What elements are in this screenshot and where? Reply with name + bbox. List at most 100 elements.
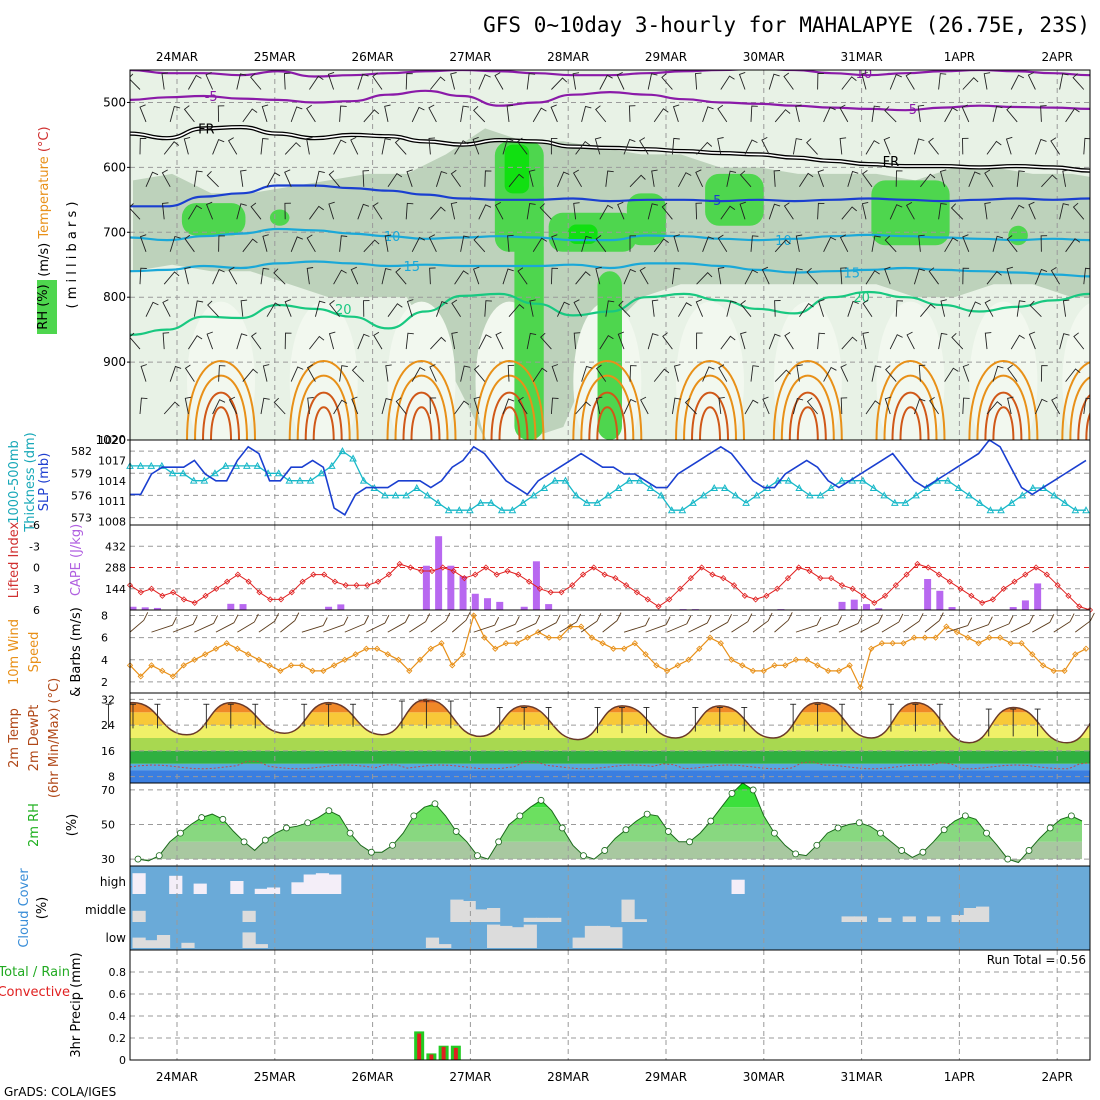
rh-point [728, 789, 736, 797]
wind-barb-flag [918, 613, 924, 622]
li-point [310, 571, 317, 578]
thickness-point [402, 491, 411, 499]
wind-barb [428, 137, 436, 155]
wind-barb-flag [1008, 615, 1014, 625]
rh-point [1025, 847, 1033, 854]
precip-legend-convective: Convective [0, 985, 70, 1000]
rh-point [452, 828, 460, 835]
rh-point [325, 807, 333, 815]
cloud-bar [132, 873, 146, 894]
cape-bar [435, 536, 443, 610]
wind-barb-10m [731, 621, 749, 633]
cloud-bar [169, 875, 183, 894]
thickness-point [1071, 506, 1080, 514]
wind-barb [139, 137, 147, 155]
rh-dry-core [876, 301, 945, 440]
wind-barb [651, 169, 658, 187]
wind-barb-flag [535, 615, 541, 624]
wind-barb [784, 332, 794, 350]
bottom-date-label: 26MAR [352, 1070, 394, 1084]
thickness-point [1018, 491, 1027, 499]
wind-barb [454, 400, 470, 415]
cape-bar [471, 593, 479, 610]
rh-legend-label: RH (%) [36, 284, 51, 329]
wind-speed-point [234, 645, 241, 652]
wind-barb [350, 266, 359, 285]
wind-barb [889, 204, 903, 220]
rh-point [855, 819, 863, 827]
wind-barb [314, 170, 325, 187]
wind-barb [411, 106, 425, 123]
rh-point [961, 812, 969, 820]
wind-barb [817, 73, 824, 90]
wind-barb-10m [1010, 622, 1030, 633]
wind-barb [817, 332, 826, 350]
li-point [601, 571, 608, 578]
li-point [428, 567, 436, 575]
cloud-bar [315, 873, 330, 894]
wind-barb-10m [645, 624, 667, 633]
thickness-point [890, 498, 899, 506]
isotherm-minus5 [130, 89, 1090, 112]
wind-barb [529, 299, 536, 317]
li-point [137, 589, 144, 596]
wind-barb [661, 202, 673, 220]
rh-point [346, 829, 354, 837]
thickness-point [1007, 498, 1016, 506]
wind-barb [1005, 136, 1013, 155]
temp-tick-label: 8 [108, 771, 115, 784]
wind-barb [792, 138, 803, 155]
li-point [677, 585, 684, 592]
rh-point [877, 829, 884, 837]
wind-barb [309, 75, 324, 90]
wind-barb-flag [686, 615, 692, 625]
wind-speed-point [578, 623, 585, 630]
wind-barb [796, 364, 803, 382]
wind-barb [865, 400, 881, 415]
cape-bar [1021, 600, 1029, 610]
wind-barb [623, 268, 636, 285]
wind-barb [478, 204, 492, 220]
wind-barb-flag [857, 615, 863, 624]
wind-barb [1034, 268, 1048, 285]
wind-barb [744, 139, 758, 155]
rh-dry-core [187, 301, 255, 440]
rh-tick-label: 70 [101, 784, 115, 797]
wind-speed-point [835, 667, 843, 675]
li-point [299, 578, 306, 585]
wind-barb-10m [430, 620, 447, 633]
wind-barb [228, 396, 238, 415]
wind-barb [240, 299, 248, 317]
li-point [903, 571, 910, 578]
wind-barb [671, 137, 680, 155]
wind-barb [1059, 73, 1069, 90]
wind-barb [532, 237, 548, 253]
li-point [752, 596, 759, 603]
rh-point [580, 852, 587, 860]
wind-barb [183, 136, 191, 155]
wind-barb-flag [878, 614, 883, 623]
bottom-date-label: 30MAR [743, 1070, 785, 1084]
wind-barb [1062, 169, 1069, 187]
thickness-point [444, 506, 453, 514]
isotherm-label: FR [883, 155, 900, 170]
wind-barb [242, 108, 258, 123]
wind-barb [986, 140, 1002, 155]
rh-point [389, 841, 396, 849]
li-point [709, 571, 716, 578]
wind-barb [508, 173, 524, 188]
rh-point [558, 824, 566, 832]
panel-2m-rh: 30 50 70 2m RH (%) [27, 782, 1091, 867]
thickness-point [975, 498, 984, 506]
cape-bar [337, 604, 345, 610]
li-point [633, 589, 641, 596]
li-point [353, 582, 360, 589]
thickness-point [710, 483, 719, 492]
bottom-date-label: 2APR [1041, 1070, 1072, 1084]
wind-barb-flag [787, 612, 793, 621]
wind-barb [484, 300, 492, 317]
wind-barb [720, 335, 736, 350]
wind-barb [573, 299, 582, 317]
warm-isotherm [596, 406, 619, 440]
